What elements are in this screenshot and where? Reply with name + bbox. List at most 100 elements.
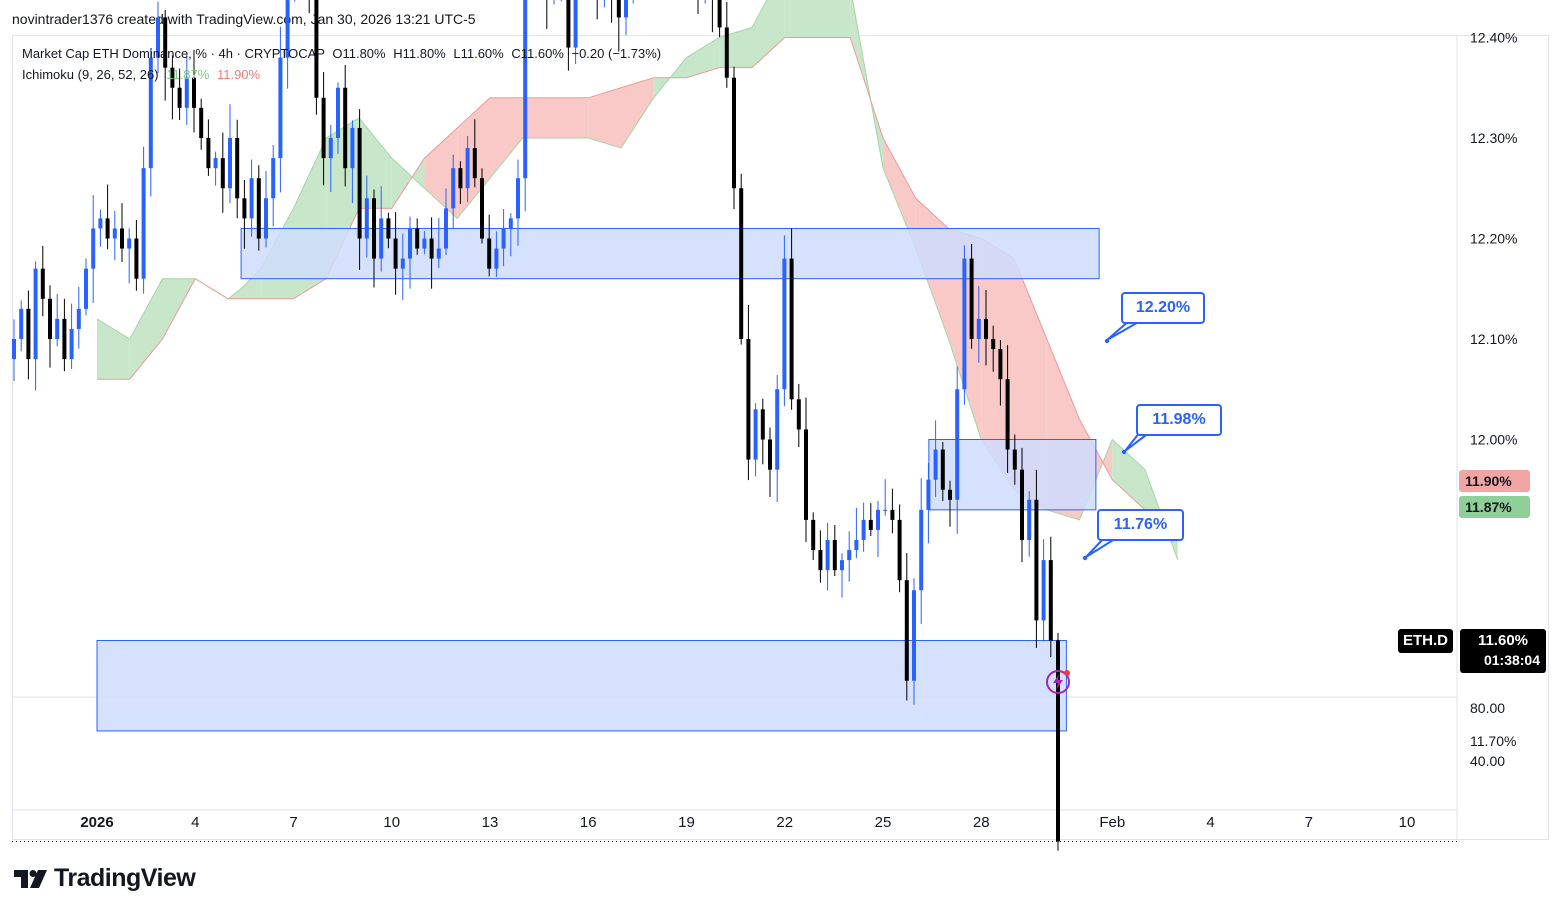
zone-11.76%[interactable] [96, 640, 1067, 732]
x-tick-label: Feb [1099, 814, 1125, 831]
candle-body [242, 198, 247, 219]
zone-12.20%[interactable] [240, 227, 1100, 280]
candle-body [487, 238, 492, 269]
tradingview-logo[interactable]: TradingView [14, 864, 196, 893]
candle-body [199, 107, 204, 138]
candle-body [177, 87, 182, 108]
candle-body [184, 77, 189, 108]
indicator-legend[interactable]: Ichimoku (9, 26, 52, 26) 11.87% 11.90% [22, 67, 260, 82]
candle-body [948, 489, 952, 500]
candle-body [350, 127, 355, 169]
last-price-badge: 11.60% 01:38:04 [1460, 629, 1546, 673]
lightning-flash-icon[interactable] [1045, 668, 1071, 694]
symbol-legend[interactable]: Market Cap ETH Dominance, % · 4h · CRYPT… [22, 46, 661, 61]
candle-body [422, 238, 427, 249]
candle-body [732, 77, 736, 189]
y-tick-label: 12.00% [1470, 432, 1517, 448]
candle-body [343, 87, 348, 169]
candle-body [256, 178, 261, 239]
cloud-segment [752, 0, 785, 68]
candle-body [220, 158, 225, 189]
candle-body [12, 339, 16, 360]
candle-body [372, 198, 376, 259]
candle-body [573, 0, 578, 48]
candle-body [163, 17, 168, 68]
callout-anchor-dot [1082, 555, 1088, 561]
candle-body [508, 218, 513, 229]
candle-body [357, 127, 362, 239]
cloud-segment [850, 0, 883, 169]
candle-body [1034, 499, 1039, 621]
candle-body [112, 228, 117, 239]
callout-lower[interactable]: 11.76% [1097, 509, 1184, 541]
candle-body [991, 339, 996, 350]
x-tick-label: 25 [875, 814, 892, 831]
x-tick-label: 10 [383, 814, 400, 831]
candle-body [739, 188, 744, 339]
y-tick-label: 12.40% [1470, 30, 1517, 46]
indicator-name: Ichimoku (9, 26, 52, 26) [22, 67, 159, 82]
candle-body [976, 318, 981, 339]
tradingview-wordmark: TradingView [54, 864, 196, 892]
candle-body [465, 148, 470, 189]
candle-body [876, 509, 880, 530]
cloud-segment [359, 117, 392, 209]
candle-body [1012, 449, 1017, 470]
candle-body [861, 519, 866, 540]
symbol-badge: ETH.D [1398, 629, 1453, 653]
candle-body [336, 87, 340, 138]
time-axis[interactable]: 2026 4 7 10 13 16 19 22 25 28 Feb 4 7 10 [80, 814, 1415, 831]
candle-body [192, 77, 196, 108]
lower-pane-axis: 80.00 40.00 [1470, 700, 1505, 769]
candle-body [33, 268, 38, 360]
y-tick-label: 12.30% [1470, 130, 1517, 146]
candle-body [818, 550, 823, 571]
legend-close: C11.60% [511, 46, 564, 61]
candle-body [400, 258, 405, 269]
callout-upper[interactable]: 12.20% [1121, 292, 1205, 324]
candle-body [148, 57, 153, 169]
candle-body [998, 349, 1003, 380]
price-axis[interactable]: 12.80%12.70%12.60%12.50%12.40%12.30%12.2… [1470, 0, 1517, 916]
legend-high: H11.80% [393, 46, 446, 61]
candle-body [62, 318, 67, 360]
cloud-segment [784, 0, 818, 38]
candle-body [436, 248, 441, 259]
callout-middle[interactable]: 11.98% [1136, 404, 1222, 436]
candle-body [408, 228, 412, 259]
candle-body [832, 540, 837, 571]
candle-body [940, 449, 945, 490]
candle-body [84, 268, 88, 309]
candle-body [55, 318, 60, 339]
cloud-segment [817, 0, 851, 38]
cloud-segment [883, 138, 916, 249]
candle-body [1005, 379, 1010, 450]
candle-body [170, 67, 175, 88]
cloud-segment [129, 278, 163, 380]
candle-body [1056, 640, 1060, 842]
candle-body [314, 0, 319, 98]
candle-body [516, 178, 520, 219]
candle-body [912, 590, 916, 681]
candle-body [76, 308, 81, 329]
x-tick-label: 28 [973, 814, 990, 831]
candle-body [825, 540, 830, 571]
cloud-segment [621, 77, 654, 149]
cloud-segment [522, 97, 556, 138]
candle-body [883, 509, 888, 511]
candle-body [134, 238, 139, 279]
candle-body [897, 519, 902, 581]
indicator-value-span: 11.90% [216, 67, 261, 82]
x-tick-label: 4 [191, 814, 199, 831]
candle-body [804, 429, 808, 520]
candle-body [105, 218, 110, 239]
candle-body [523, 0, 528, 179]
candle-body [271, 158, 276, 199]
bar-countdown: 01:38:04 [1483, 652, 1540, 668]
candle-body [933, 449, 938, 480]
candle-body [984, 318, 988, 339]
zone-11.98%[interactable] [928, 439, 1097, 511]
candle-body [285, 0, 290, 58]
cloud-segment [588, 87, 621, 149]
